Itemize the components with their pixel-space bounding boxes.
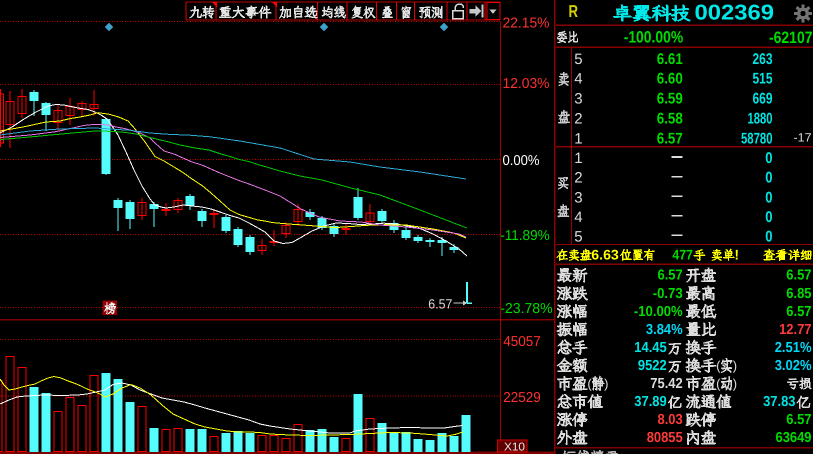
svg-text:6.57: 6.57 [786, 268, 811, 284]
svg-text:X10: X10 [504, 442, 525, 454]
svg-text:-17: -17 [794, 130, 812, 144]
svg-text:6.60: 6.60 [657, 71, 683, 88]
svg-text:3: 3 [574, 91, 582, 108]
svg-text:14.45: 14.45 [634, 340, 666, 356]
svg-text:4: 4 [574, 71, 582, 88]
svg-text:6.58: 6.58 [657, 111, 683, 128]
svg-text:3.02%: 3.02% [775, 358, 812, 374]
svg-text:3: 3 [574, 189, 582, 206]
svg-text:1880: 1880 [748, 111, 773, 128]
svg-text:6.57: 6.57 [786, 304, 811, 320]
svg-text:669: 669 [753, 91, 773, 108]
svg-text:(: ( [716, 376, 721, 391]
svg-text:-10.00%: -10.00% [634, 304, 683, 320]
svg-text:58780: 58780 [741, 130, 773, 147]
svg-text:!: ! [735, 247, 740, 263]
svg-text:4: 4 [574, 209, 582, 226]
svg-text:6.57: 6.57 [657, 130, 683, 147]
svg-text:-100.00%: -100.00% [624, 29, 684, 47]
svg-text:6.57: 6.57 [428, 296, 452, 311]
svg-text:2: 2 [574, 111, 582, 128]
svg-text:): ) [604, 376, 608, 391]
svg-text:0: 0 [765, 229, 772, 246]
svg-text:37.83: 37.83 [763, 394, 795, 410]
svg-text:5: 5 [574, 229, 582, 246]
svg-text:): ) [733, 358, 737, 373]
svg-text:8.03: 8.03 [658, 412, 683, 428]
svg-text:002369: 002369 [695, 0, 775, 24]
svg-text:2: 2 [574, 170, 582, 187]
svg-text:1: 1 [574, 130, 582, 147]
svg-text:-62107: -62107 [769, 29, 813, 47]
svg-text:0: 0 [765, 189, 772, 206]
svg-text:6.59: 6.59 [657, 91, 683, 108]
svg-text:22529: 22529 [503, 390, 541, 406]
svg-text:22.15%: 22.15% [503, 15, 550, 31]
svg-text:6.85: 6.85 [786, 286, 811, 302]
svg-text:(: ( [716, 358, 721, 373]
svg-text:-23.78%: -23.78% [500, 301, 553, 317]
svg-text:0: 0 [765, 170, 772, 187]
svg-text:6.57: 6.57 [786, 412, 811, 428]
svg-text:515: 515 [753, 71, 773, 88]
svg-text:(: ( [587, 376, 592, 391]
svg-text:6.63: 6.63 [591, 247, 619, 263]
svg-text:75.42: 75.42 [650, 376, 682, 392]
svg-text:263: 263 [753, 51, 773, 68]
svg-text:6.57: 6.57 [658, 268, 683, 284]
svg-text:5: 5 [574, 51, 582, 68]
svg-text:1: 1 [574, 150, 582, 167]
svg-text:0.00%: 0.00% [503, 153, 540, 169]
svg-text:3.84%: 3.84% [646, 322, 683, 338]
svg-text:45057: 45057 [503, 334, 541, 350]
svg-text:12.77: 12.77 [779, 322, 811, 338]
svg-text:2.51%: 2.51% [775, 340, 812, 356]
svg-text:477: 477 [672, 247, 693, 263]
svg-text:): ) [733, 376, 737, 391]
svg-text:0: 0 [765, 209, 772, 226]
svg-text:-11.89%: -11.89% [500, 228, 550, 244]
svg-text:12.03%: 12.03% [503, 76, 550, 92]
svg-text:R: R [569, 1, 579, 21]
svg-text:9522: 9522 [638, 358, 667, 374]
svg-text:63649: 63649 [776, 430, 812, 446]
svg-text:37.89: 37.89 [634, 394, 666, 410]
svg-text:80855: 80855 [647, 430, 683, 446]
svg-text:0: 0 [765, 150, 772, 167]
svg-text:-0.73: -0.73 [653, 286, 683, 302]
svg-text:6.61: 6.61 [657, 51, 683, 68]
